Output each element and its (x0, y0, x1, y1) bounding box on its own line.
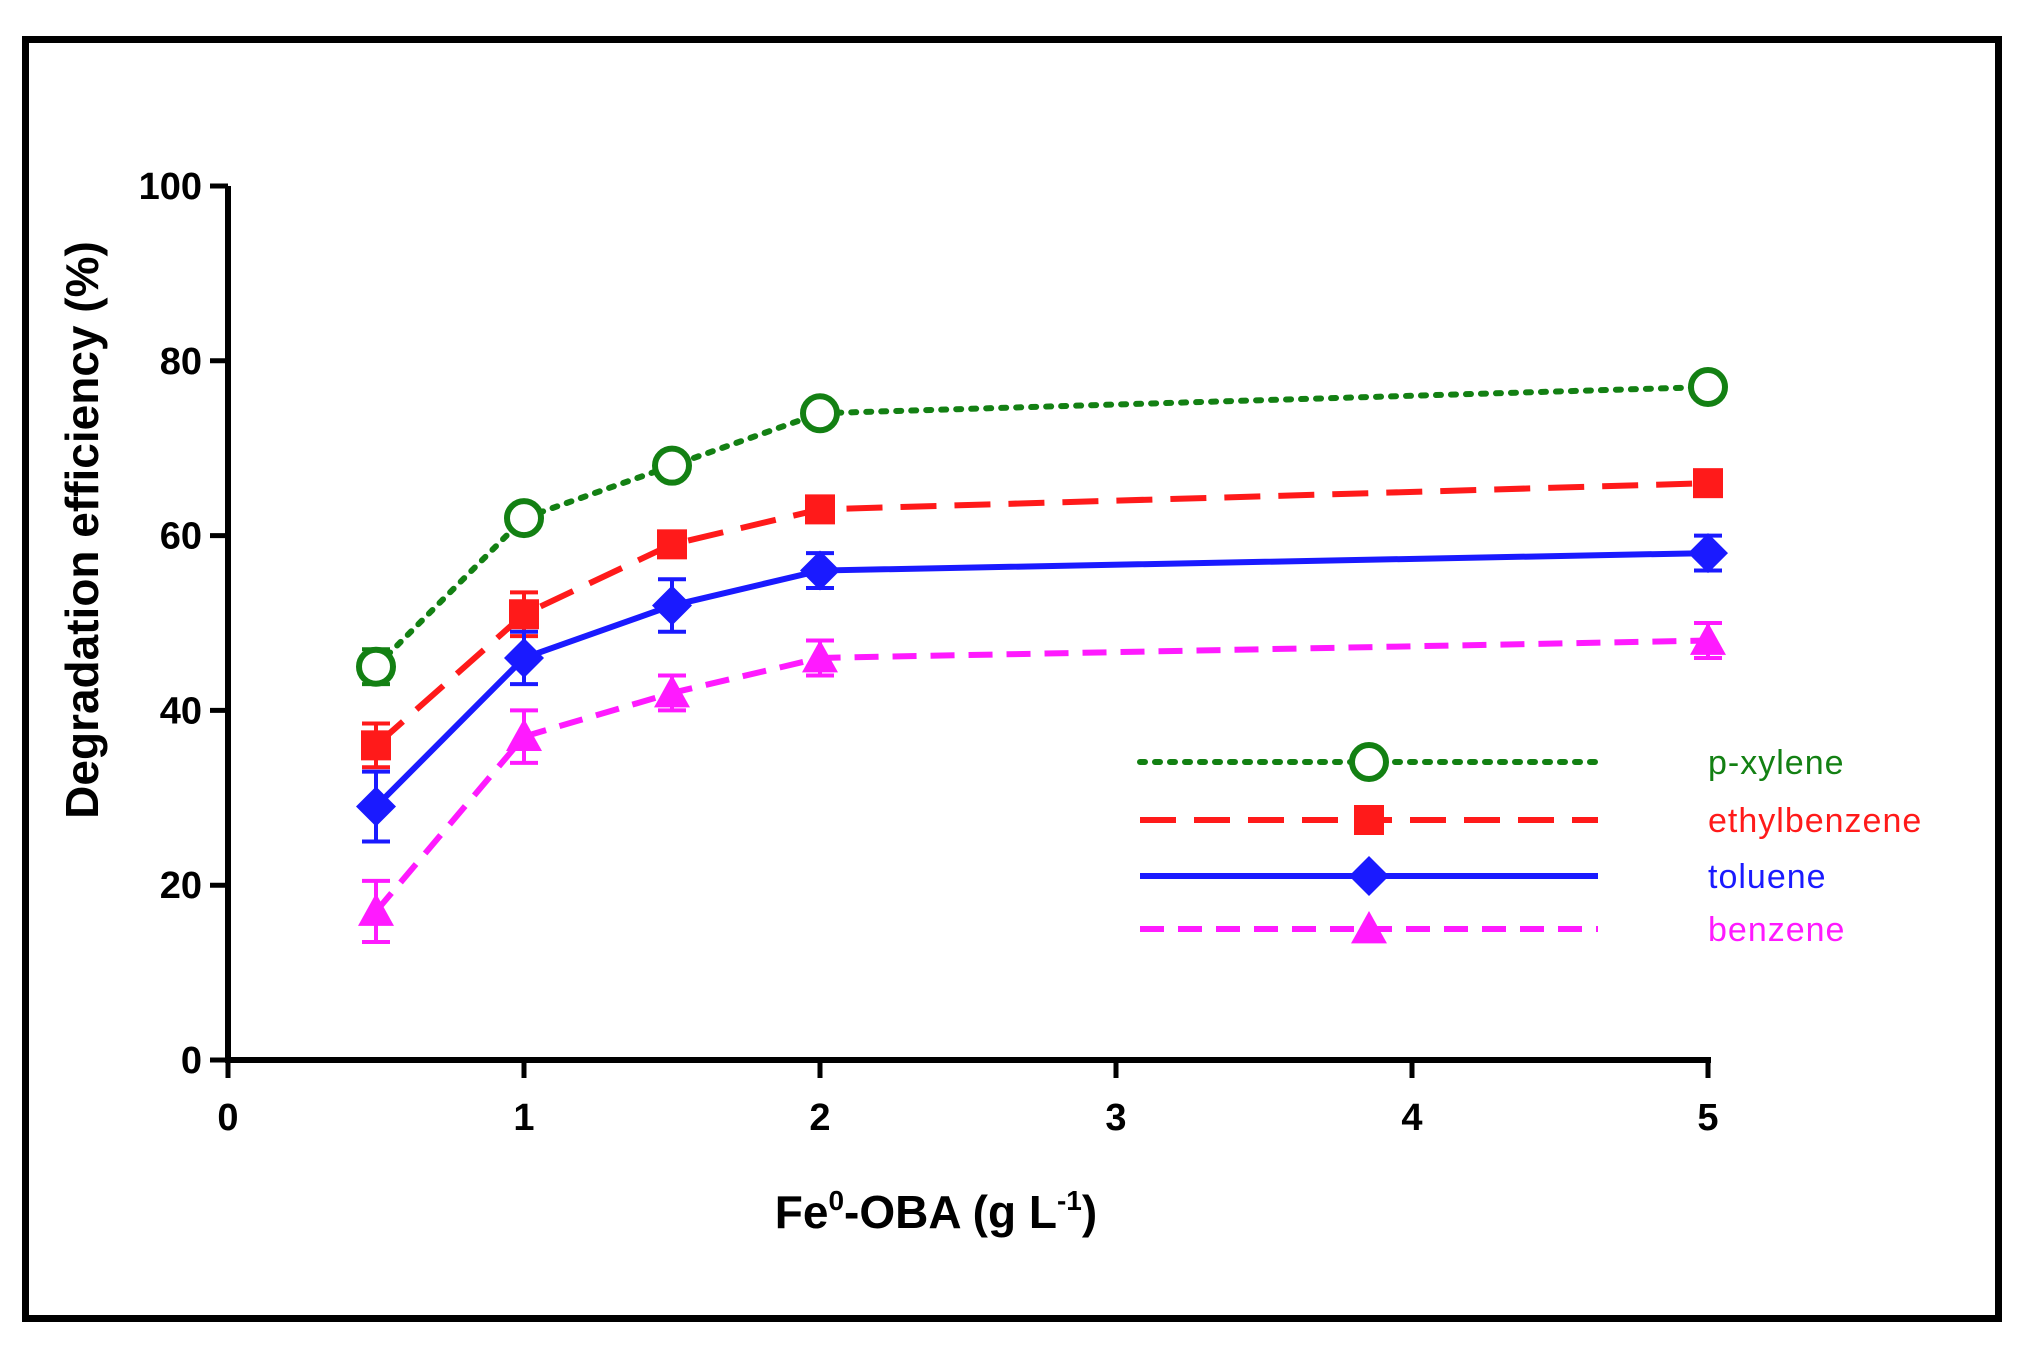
legend-label: toluene (1708, 858, 1827, 896)
axes: 0 20 40 60 80 100 0 1 2 3 4 5 (139, 166, 1719, 1139)
marker-square (1693, 468, 1723, 499)
marker-triangle (802, 639, 838, 673)
marker-diamond (1349, 856, 1389, 896)
marker-triangle (1351, 911, 1387, 944)
marker-triangle (654, 674, 690, 708)
legend-label: benzene (1708, 911, 1845, 949)
marker-diamond (800, 550, 840, 591)
marker-open-circle (356, 646, 396, 687)
legend-label: ethylbenzene (1708, 802, 1922, 840)
marker-square (805, 494, 835, 525)
series-line-benzene (373, 637, 1709, 914)
x-tick-label: 4 (1401, 1097, 1422, 1139)
legend-item-p-xylene: p-xylene (1137, 742, 1845, 782)
series-benzene (358, 621, 1726, 945)
series-toluene (356, 533, 1728, 844)
legend-item-toluene: toluene (1140, 856, 1827, 896)
series-layer (356, 367, 1728, 945)
marker-open-circle (800, 393, 840, 434)
marker-diamond (652, 585, 692, 626)
marker-triangle (1690, 622, 1726, 655)
y-tick-label: 80 (160, 341, 202, 383)
x-axis-title: Fe0-OBA (g L-1) (775, 1185, 1097, 1238)
marker-diamond (356, 786, 396, 827)
marker-square (657, 529, 687, 560)
figure-frame (22, 36, 2002, 1322)
y-tick-label: 100 (139, 166, 202, 208)
y-tick-label: 20 (160, 865, 202, 907)
x-tick-label: 1 (513, 1097, 534, 1139)
marker-square (1354, 805, 1384, 835)
y-tick-label: 40 (160, 690, 202, 732)
marker-open-circle (504, 498, 544, 539)
x-tick-label: 2 (809, 1097, 830, 1139)
marker-open-circle (652, 445, 692, 486)
marker-triangle (506, 718, 542, 752)
marker-triangle (358, 893, 394, 926)
series-line-p-xylene (373, 384, 1711, 670)
y-axis-title: Degradation efficiency (%) (56, 241, 108, 819)
x-tick-label: 0 (217, 1097, 238, 1139)
series-p-xylene (356, 367, 1728, 687)
y-tick-label: 0 (181, 1040, 202, 1082)
marker-open-circle (1349, 742, 1389, 782)
series-line-ethylbenzene (374, 480, 1709, 748)
y-tick-label: 60 (160, 516, 202, 558)
legend-item-ethylbenzene: ethylbenzene (1140, 802, 1922, 840)
marker-diamond (504, 637, 544, 678)
legend-label: p-xylene (1708, 744, 1845, 782)
x-tick-label: 3 (1105, 1097, 1126, 1139)
marker-open-circle (1688, 367, 1728, 408)
legend: p-xylene ethylbenzene toluene benzene (1137, 742, 1922, 949)
series-line-toluene (373, 550, 1709, 809)
marker-square (509, 599, 539, 630)
series-ethylbenzene (361, 468, 1723, 770)
legend-item-benzene: benzene (1140, 911, 1845, 949)
marker-diamond (1688, 533, 1728, 574)
marker-square (361, 730, 391, 761)
x-tick-label: 5 (1697, 1097, 1718, 1139)
